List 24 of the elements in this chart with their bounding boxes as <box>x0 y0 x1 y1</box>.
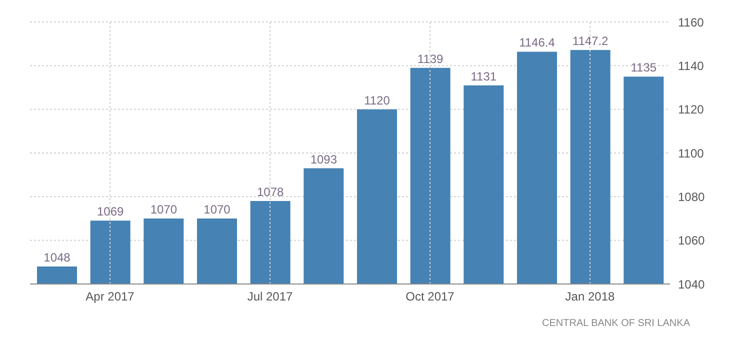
x-tick-label: Jan 2018 <box>565 290 616 304</box>
y-tick-label: 1080 <box>678 190 706 204</box>
y-tick-label: 1060 <box>678 234 706 248</box>
data-label: 1120 <box>364 93 390 108</box>
data-label: 1093 <box>310 152 338 166</box>
data-label: 1139 <box>417 52 444 66</box>
data-label: 1048 <box>44 250 71 265</box>
y-tick-label: 1120 <box>678 102 704 117</box>
x-tick-label: Oct 2017 <box>406 290 455 304</box>
y-tick-label: 1040 <box>678 277 706 292</box>
data-label: 1078 <box>256 185 284 200</box>
data-label: 1070 <box>204 202 231 216</box>
data-label: 1070 <box>150 202 178 216</box>
text: CENTRAL BANK OF SRI LANKA <box>542 318 690 329</box>
data-label: 1135 <box>630 60 657 75</box>
x-tick-label: Jul 2017 <box>247 290 294 304</box>
y-tick-label: 1140 <box>678 58 704 73</box>
y-tick-label: 1100 <box>678 146 704 160</box>
x-tick-label: Apr 2017 <box>86 290 135 304</box>
data-label: 1146.4 <box>519 36 556 50</box>
data-label: 1147.2 <box>572 34 609 48</box>
data-label: 1131 <box>470 69 497 84</box>
y-tick-label: 1160 <box>678 15 704 30</box>
data-label: 1069 <box>96 204 124 219</box>
